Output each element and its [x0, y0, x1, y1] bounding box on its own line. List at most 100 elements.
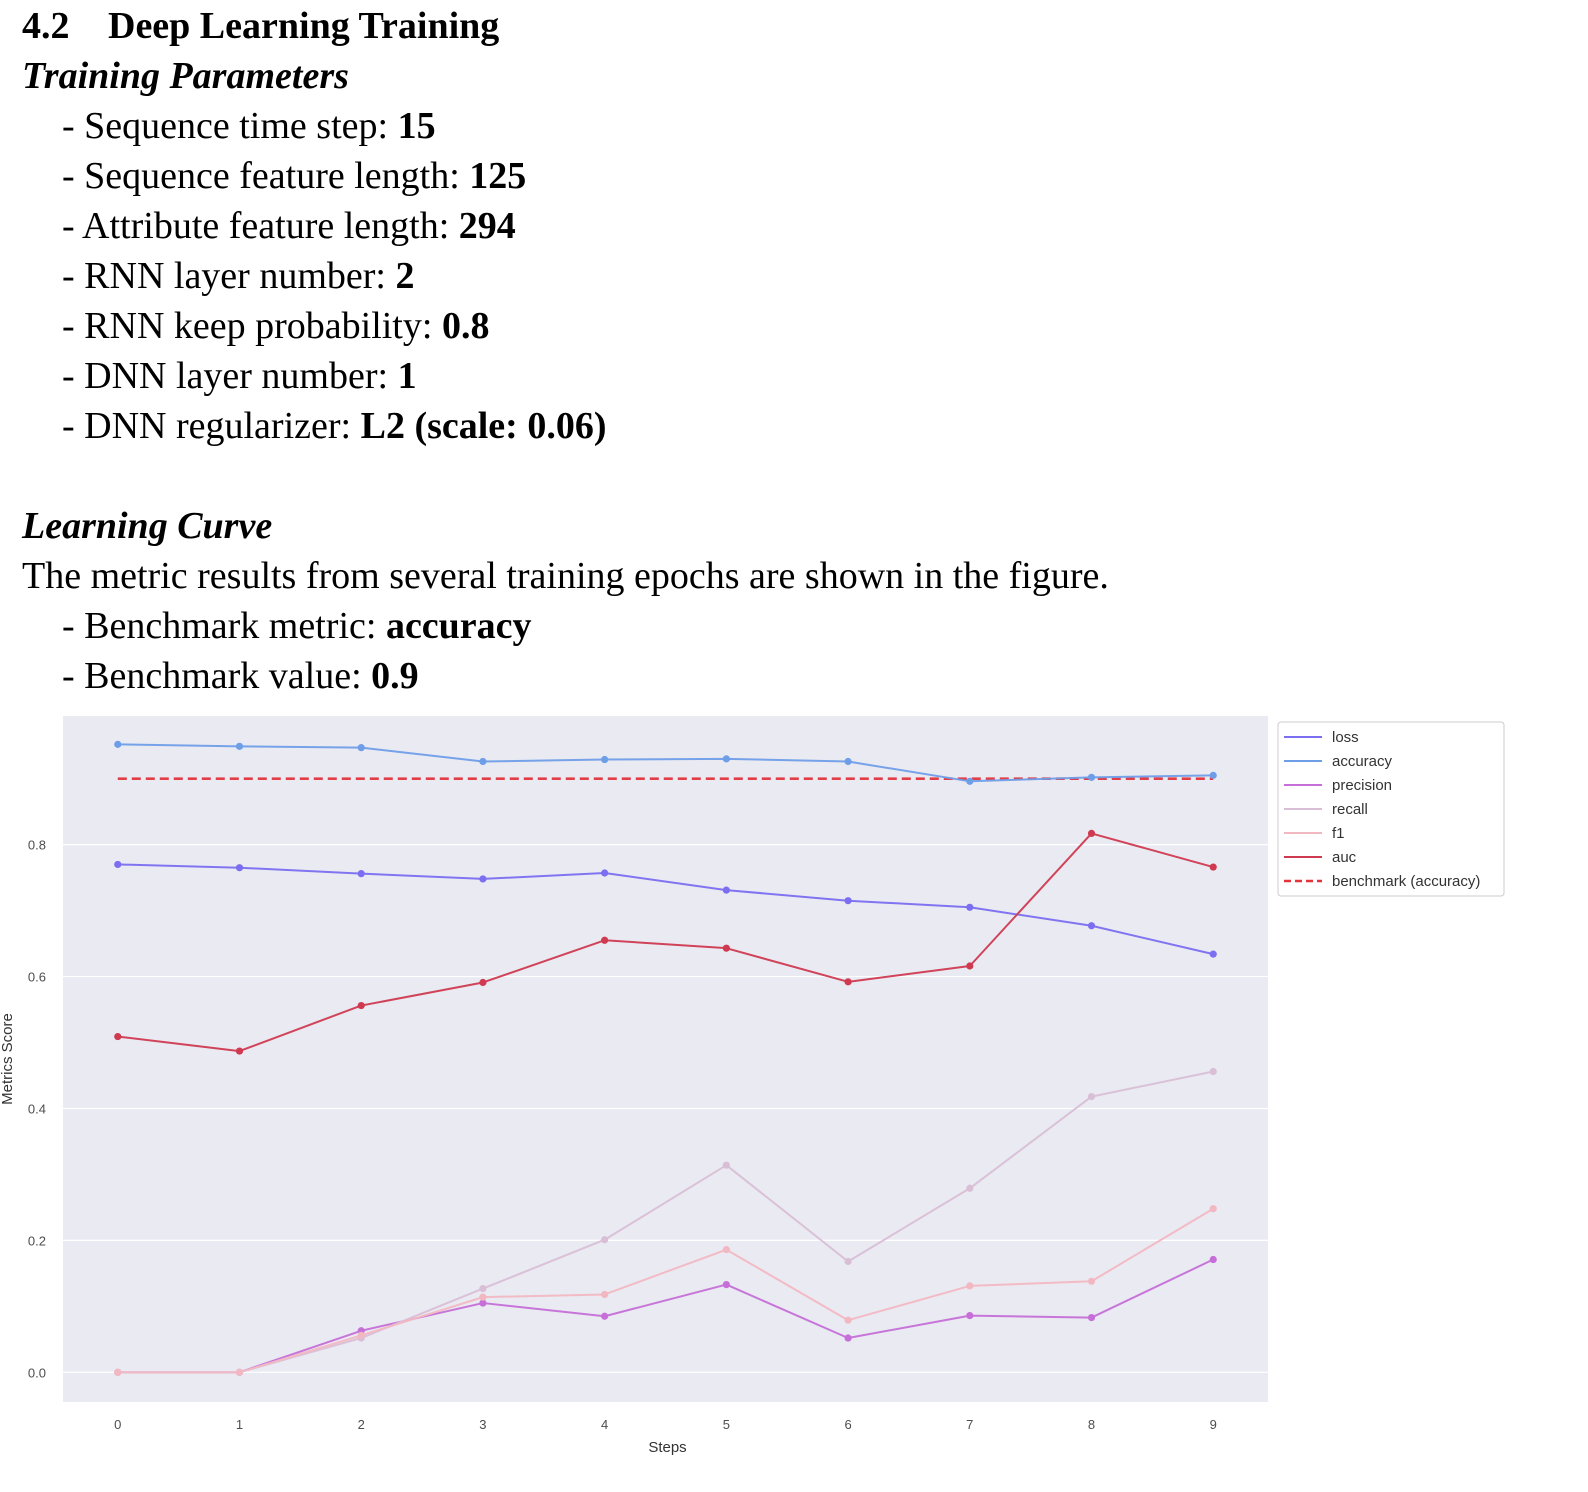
y-tick-label: 0.6 — [28, 970, 46, 985]
data-point-f1 — [1209, 1205, 1217, 1213]
data-point-loss — [722, 886, 730, 894]
data-point-auc — [479, 978, 487, 987]
benchmark-item: - Benchmark value: 0.9 — [62, 655, 419, 697]
data-point-auc — [966, 962, 974, 970]
legend-entry-auc: auc — [1332, 849, 1357, 866]
data-point-accuracy — [1087, 773, 1096, 781]
data-point-accuracy — [966, 777, 974, 785]
data-point-loss — [966, 903, 974, 911]
legend-entry-benchmark-accuracy: benchmark (accuracy) — [1332, 873, 1480, 890]
data-point-accuracy — [844, 757, 852, 766]
x-tick-label: 3 — [479, 1417, 486, 1432]
x-tick-label: 2 — [358, 1417, 365, 1432]
x-tick-label: 6 — [844, 1417, 851, 1432]
y-tick-label: 0.2 — [28, 1233, 46, 1248]
section-number: 4.2 — [22, 5, 70, 47]
data-point-f1 — [601, 1290, 609, 1299]
curve-description: The metric results from several training… — [22, 555, 1109, 597]
data-point-precision — [1209, 1255, 1217, 1264]
data-point-loss — [479, 875, 487, 883]
data-point-precision — [844, 1334, 852, 1342]
series-line-loss — [117, 863, 1214, 956]
legend-entry-accuracy: accuracy — [1332, 753, 1393, 770]
data-point-precision — [966, 1311, 974, 1320]
x-tick-label: 8 — [1088, 1417, 1095, 1432]
data-point-recall — [722, 1161, 730, 1169]
data-point-recall — [1209, 1067, 1217, 1076]
learning-curve-chart: 0.0 0.2 0.4 0.6 0.8 0 1 2 3 4 5 6 7 8 9 Steps Metrics Sc… — [0, 716, 1505, 1456]
x-tick-label: 9 — [1210, 1417, 1217, 1432]
legend-entry-precision: precision — [1332, 777, 1392, 794]
data-point-loss — [235, 864, 244, 872]
data-point-auc — [357, 1001, 365, 1010]
section-title: Deep Learning Training — [108, 5, 500, 47]
data-point-auc — [844, 978, 852, 986]
data-point-auc — [722, 944, 730, 952]
data-point-accuracy — [479, 757, 487, 766]
data-point-recall — [966, 1184, 974, 1192]
param-item: - DNN layer number: 1 — [62, 355, 417, 397]
series-line-recall — [117, 1070, 1214, 1374]
data-point-auc — [235, 1047, 244, 1055]
data-point-loss — [1209, 950, 1217, 958]
params-heading: Training Parameters — [22, 55, 349, 97]
data-point-precision — [1087, 1313, 1096, 1322]
data-point-f1 — [114, 1368, 122, 1376]
data-point-f1 — [722, 1246, 730, 1254]
data-point-accuracy — [722, 755, 730, 763]
data-point-loss — [1087, 922, 1096, 930]
data-point-accuracy — [235, 742, 244, 750]
data-point-auc — [601, 936, 609, 944]
x-axis-label: Steps — [648, 1439, 686, 1456]
param-item: - Sequence feature length: 125 — [62, 155, 527, 197]
x-tick-label: 0 — [114, 1417, 121, 1432]
param-item: - Attribute feature length: 294 — [62, 205, 516, 247]
data-point-precision — [479, 1299, 487, 1307]
data-point-recall — [601, 1236, 609, 1244]
legend-entry-loss: loss — [1332, 729, 1359, 746]
section-heading: 4.2 Deep Learning Training — [22, 4, 499, 48]
data-point-f1 — [1087, 1277, 1096, 1285]
curve-heading: Learning Curve — [22, 505, 273, 547]
x-tick-label: 1 — [236, 1417, 243, 1432]
data-point-recall — [1087, 1092, 1096, 1101]
x-tick-label: 5 — [723, 1417, 730, 1432]
param-item: - Sequence time step: 15 — [62, 105, 436, 147]
y-tick-label: 0.0 — [28, 1365, 46, 1380]
data-point-loss — [844, 897, 852, 905]
data-point-loss — [114, 860, 122, 869]
benchmark-item: - Benchmark metric: accuracy — [62, 605, 532, 647]
data-point-f1 — [966, 1282, 974, 1290]
x-tick-label: 7 — [966, 1417, 973, 1432]
data-point-accuracy — [601, 755, 609, 764]
param-item: - RNN layer number: 2 — [62, 255, 415, 297]
data-point-auc — [1209, 863, 1217, 871]
data-point-f1 — [235, 1368, 244, 1376]
data-point-precision — [722, 1280, 730, 1289]
param-item: - RNN keep probability: 0.8 — [62, 305, 490, 347]
data-point-precision — [601, 1312, 609, 1320]
data-point-f1 — [357, 1331, 365, 1339]
data-point-auc — [114, 1032, 122, 1041]
data-point-recall — [479, 1284, 487, 1293]
y-tick-label: 0.8 — [28, 838, 46, 853]
y-tick-label: 0.4 — [28, 1101, 46, 1116]
series-line-precision — [117, 1258, 1214, 1374]
data-point-recall — [844, 1257, 852, 1266]
data-point-accuracy — [357, 744, 365, 752]
series-line-accuracy — [117, 743, 1214, 783]
series-line-f1 — [117, 1207, 1214, 1374]
data-point-f1 — [479, 1293, 487, 1301]
data-point-loss — [601, 869, 609, 877]
legend-entry-recall: recall — [1332, 801, 1368, 818]
x-tick-label: 4 — [601, 1417, 608, 1432]
param-item: - DNN regularizer: L2 (scale: 0.06) — [62, 405, 607, 447]
data-point-accuracy — [1209, 771, 1217, 779]
series-line-auc — [117, 832, 1214, 1053]
data-point-auc — [1087, 829, 1096, 838]
data-point-loss — [357, 870, 365, 878]
data-point-f1 — [844, 1316, 852, 1324]
legend-entry-f1: f1 — [1332, 825, 1345, 842]
y-axis-label: Metrics Score — [0, 1013, 16, 1105]
data-point-accuracy — [114, 740, 122, 748]
